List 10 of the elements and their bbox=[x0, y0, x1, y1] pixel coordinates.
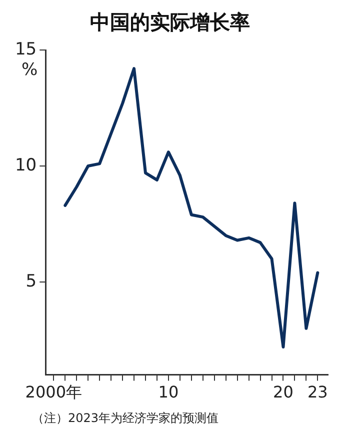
x-tick-label: 10 bbox=[158, 382, 179, 402]
text: （注）2023年为经济学家的预测值 bbox=[31, 410, 220, 427]
x-tick-label: 2000年 bbox=[25, 382, 82, 402]
y-tick-label: 15 bbox=[14, 39, 37, 60]
y-axis-title: % bbox=[21, 60, 38, 80]
x-tick-label: 23 bbox=[307, 382, 328, 402]
x-tick-label: 20 bbox=[273, 382, 294, 402]
y-tick-label: 10 bbox=[14, 155, 37, 176]
y-tick-label: 5 bbox=[26, 271, 37, 292]
chart-title: 中国的实际增长率 bbox=[90, 10, 250, 34]
